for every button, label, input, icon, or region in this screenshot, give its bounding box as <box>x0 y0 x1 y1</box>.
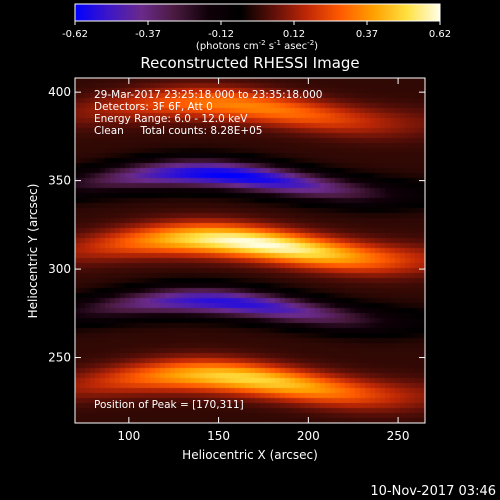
plot-frame <box>74 77 426 424</box>
x-tick-label: 100 <box>117 429 140 443</box>
y-tick-label: 250 <box>48 351 71 365</box>
annotation-detectors: Detectors: 3F 6F, Att 0 <box>94 101 213 113</box>
colorbar-tick-label: -0.12 <box>208 29 234 40</box>
y-tick-label: 350 <box>48 174 71 188</box>
colorbar-tick-label: -0.37 <box>135 29 161 40</box>
y-tick-label: 400 <box>48 85 71 99</box>
y-axis: 250 300 350 400 <box>48 85 425 365</box>
x-tick-label: 200 <box>297 429 320 443</box>
x-tick-label: 250 <box>387 429 410 443</box>
annotation-clean-counts: Clean Total counts: 8.28E+05 <box>94 125 263 137</box>
chart-title: Reconstructed RHESSI Image <box>140 54 359 72</box>
x-tick-label: 150 <box>207 429 230 443</box>
colorbar-tick-label: -0.62 <box>62 29 88 40</box>
footer-timestamp: 10-Nov-2017 03:46 <box>370 484 496 499</box>
colorbar-tick-label: 0.62 <box>429 29 451 40</box>
annotation-time-range: 29-Mar-2017 23:25:18.000 to 23:35:18.000 <box>94 89 322 101</box>
colorbar-tick-label: 0.37 <box>356 29 378 40</box>
heatmap-image <box>75 78 425 423</box>
annotation-block: 29-Mar-2017 23:25:18.000 to 23:35:18.000… <box>94 89 322 411</box>
x-axis: 100 150 200 250 <box>117 78 410 443</box>
y-axis-label: Heliocentric Y (arcsec) <box>26 184 40 319</box>
plot-area: 100 150 200 250 250 300 350 400 <box>48 77 426 443</box>
x-axis-label: Heliocentric X (arcsec) <box>182 448 318 462</box>
annotation-energy-range: Energy Range: 6.0 - 12.0 keV <box>94 113 248 125</box>
y-tick-label: 300 <box>48 262 71 276</box>
colorbar-tick-label: 0.12 <box>283 29 305 40</box>
annotation-peak-position: Position of Peak = [170,311] <box>94 399 244 411</box>
colorbar-gradient <box>74 3 441 22</box>
colorbar: -0.62 -0.37 -0.12 0.12 0.37 0.62 (photons cm-… <box>62 3 451 52</box>
colorbar-ticks: -0.62 -0.37 -0.12 0.12 0.37 0.62 <box>62 21 451 40</box>
colorbar-unit-label: (photons cm-2 s-1 asec-2) <box>196 39 318 52</box>
